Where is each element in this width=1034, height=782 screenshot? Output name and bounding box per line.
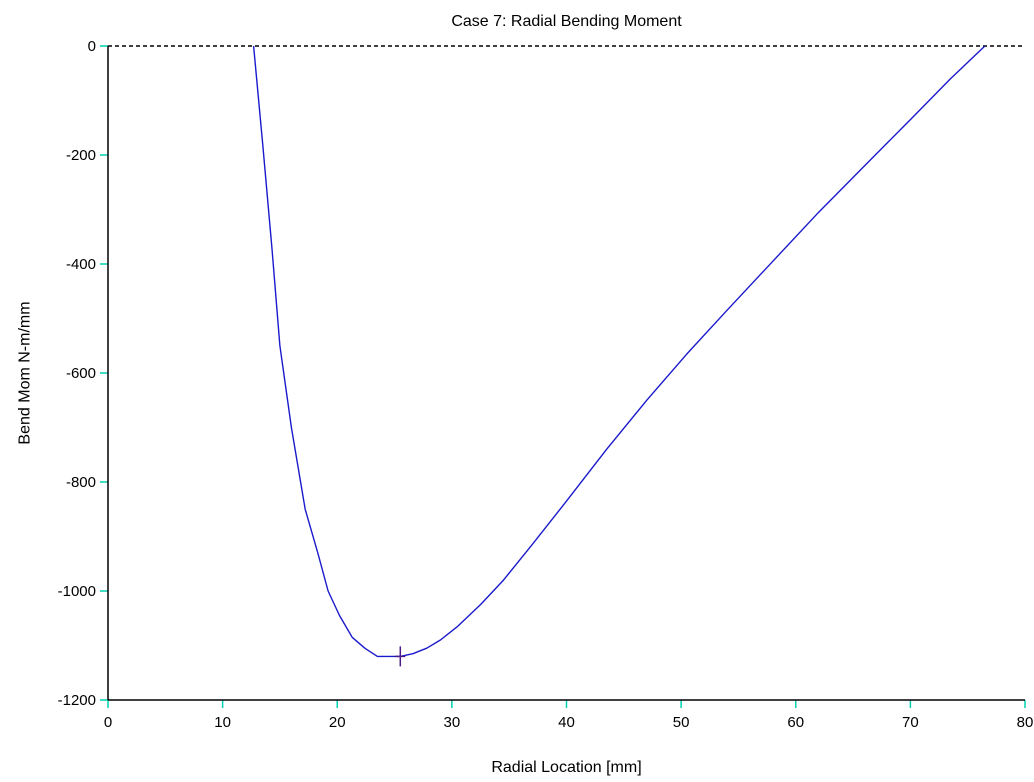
chart-title: Case 7: Radial Bending Moment [451,13,682,30]
y-tick-label: -200 [66,147,96,164]
axes [107,45,1025,701]
y-tick-label: -1200 [58,692,96,709]
x-tick-label: 20 [329,714,346,731]
x-tick-label: 70 [902,714,919,731]
x-axis-label: Radial Location [mm] [491,759,641,776]
y-tick-label: -1000 [58,583,96,600]
x-tick-label: 10 [214,714,231,731]
x-tick-label: 30 [444,714,461,731]
x-tick-label: 50 [673,714,690,731]
min-marker [395,646,406,667]
y-axis-label: Bend Mom N-m/mm [17,301,34,444]
series-line-0 [252,45,986,658]
y-tick-label: -800 [66,474,96,491]
axis-ticks: 0 10 20 30 40 50 60 70 80 0 -200 -400 -600 -800 -1000 -… [58,38,1034,731]
series-group [252,45,986,667]
x-tick-label: 60 [787,714,804,731]
x-tick-label: 40 [558,714,575,731]
y-tick-label: -600 [66,365,96,382]
x-tick-label: 0 [104,714,112,731]
x-tick-label: 80 [1017,714,1034,731]
y-tick-label: -400 [66,256,96,273]
y-tick-label: 0 [88,38,96,55]
